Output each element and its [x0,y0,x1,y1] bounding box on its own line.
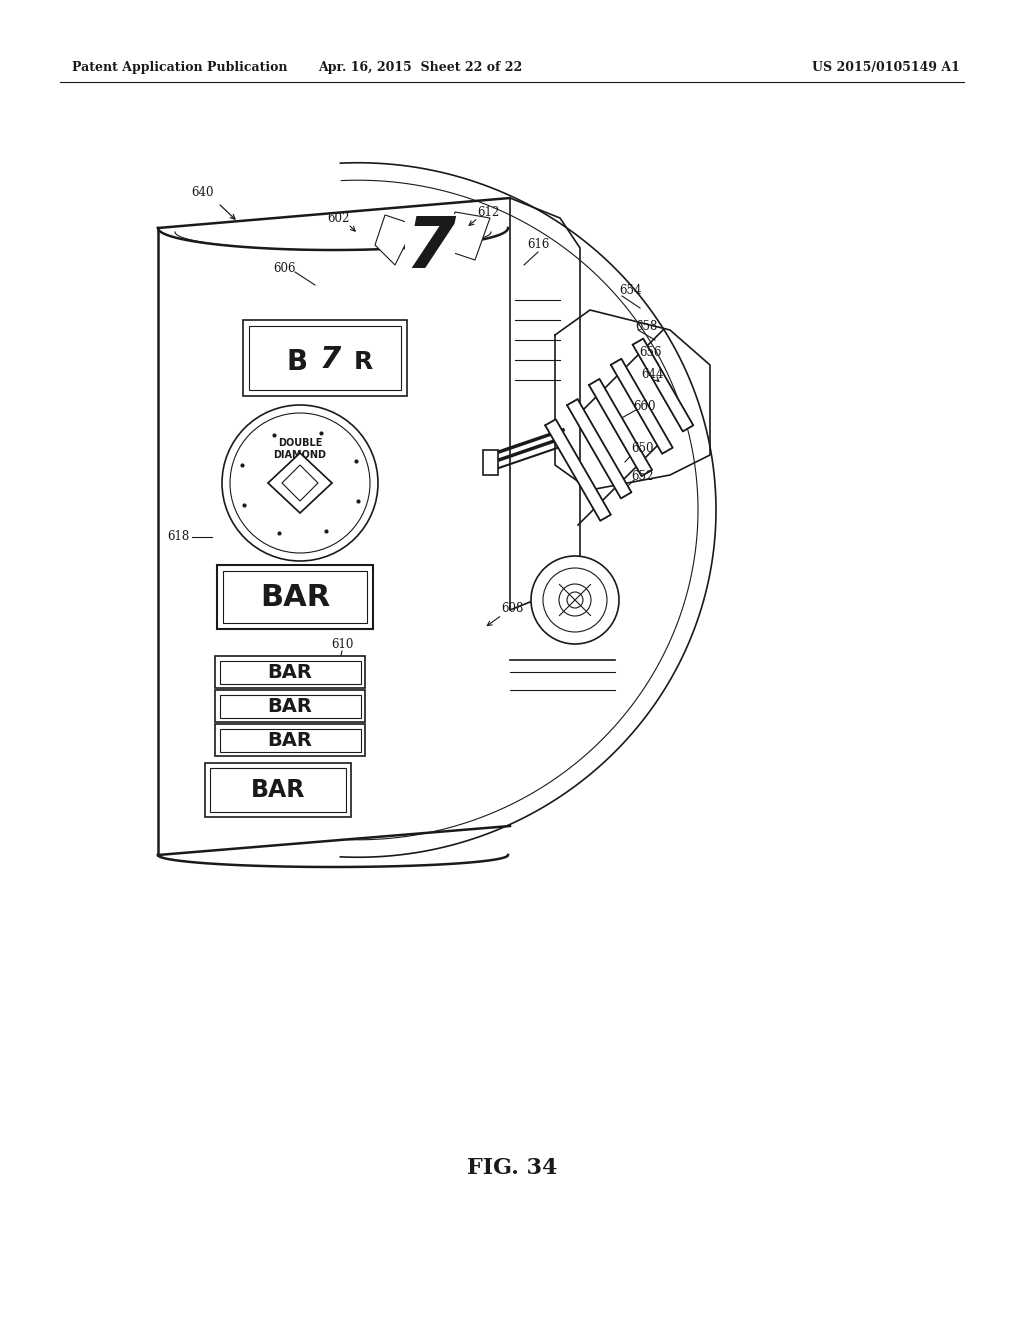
FancyBboxPatch shape [249,326,401,389]
FancyBboxPatch shape [243,319,407,396]
FancyBboxPatch shape [215,656,365,688]
Text: 658: 658 [635,319,657,333]
Text: 656: 656 [639,346,662,359]
FancyBboxPatch shape [215,690,365,722]
Text: US 2015/0105149 A1: US 2015/0105149 A1 [812,62,961,74]
Polygon shape [633,339,693,432]
Text: 644: 644 [641,367,664,380]
Text: 7: 7 [404,214,455,282]
Text: 7: 7 [319,346,341,375]
Text: BAR: BAR [267,730,312,750]
Text: FIG. 34: FIG. 34 [467,1158,557,1179]
Text: 606: 606 [272,261,295,275]
Text: 640: 640 [190,186,213,198]
Text: BAR: BAR [251,777,305,803]
Text: 654: 654 [618,284,641,297]
Text: 610: 610 [331,639,353,652]
FancyBboxPatch shape [205,763,351,817]
Text: 650: 650 [631,441,653,454]
Text: DIAMOND: DIAMOND [273,450,327,459]
Text: 602: 602 [327,211,349,224]
Text: 652: 652 [631,470,653,483]
Text: DOUBLE: DOUBLE [278,438,323,447]
Text: 608: 608 [501,602,523,615]
Circle shape [567,591,583,609]
FancyBboxPatch shape [217,565,373,630]
FancyBboxPatch shape [219,729,360,751]
FancyBboxPatch shape [219,660,360,684]
Text: R: R [353,350,373,374]
FancyBboxPatch shape [215,723,365,756]
Circle shape [559,583,591,616]
Text: 618: 618 [167,531,189,544]
Polygon shape [268,453,332,513]
Circle shape [222,405,378,561]
Text: 616: 616 [526,238,549,251]
Bar [483,450,498,475]
Text: Apr. 16, 2015  Sheet 22 of 22: Apr. 16, 2015 Sheet 22 of 22 [317,62,522,74]
Text: B: B [287,348,307,376]
Circle shape [531,556,618,644]
FancyBboxPatch shape [223,572,367,623]
Polygon shape [546,420,610,520]
Polygon shape [589,379,652,477]
FancyBboxPatch shape [219,694,360,718]
Text: Patent Application Publication: Patent Application Publication [72,62,288,74]
Text: BAR: BAR [260,582,330,611]
Text: 660: 660 [633,400,655,412]
Text: 612: 612 [477,206,499,219]
Polygon shape [282,465,318,502]
Polygon shape [445,213,490,260]
Text: BAR: BAR [267,697,312,715]
Text: BAR: BAR [267,663,312,681]
Circle shape [543,568,607,632]
Circle shape [230,413,370,553]
Polygon shape [611,359,673,454]
FancyBboxPatch shape [210,768,346,812]
Polygon shape [375,215,415,265]
Polygon shape [567,399,632,498]
